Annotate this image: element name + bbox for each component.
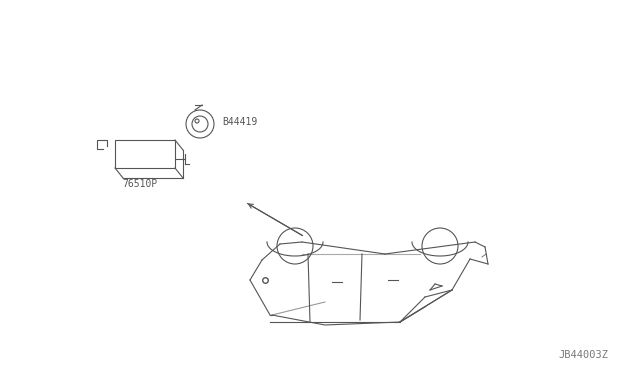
Text: B44419: B44419 — [222, 117, 257, 127]
Text: JB44003Z: JB44003Z — [558, 350, 608, 360]
Text: 76510P: 76510P — [122, 179, 157, 189]
